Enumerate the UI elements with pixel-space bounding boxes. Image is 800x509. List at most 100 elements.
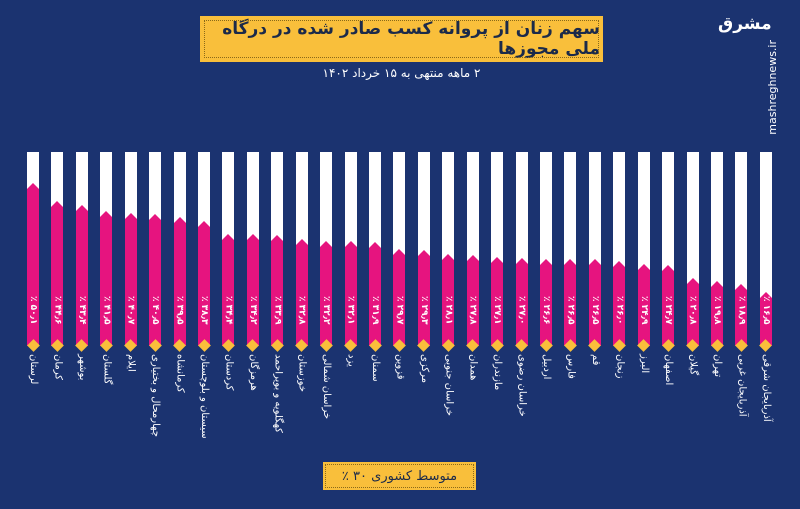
category-label: اصفهان bbox=[663, 354, 675, 386]
category-label: مرکزی bbox=[418, 354, 430, 383]
category-label: لرستان bbox=[28, 354, 39, 385]
bar-value-label: ٪ ۴۰٫۵ bbox=[150, 296, 161, 325]
bar bbox=[100, 216, 113, 346]
bar-tip bbox=[320, 240, 333, 247]
bar bbox=[442, 260, 455, 346]
bar bbox=[491, 263, 504, 346]
bar-value-label: ٪ ۲۴٫۹ bbox=[638, 296, 649, 325]
bar bbox=[246, 240, 259, 346]
bar bbox=[613, 266, 626, 346]
bar-value-label: ٪ ۲۹٫۷ bbox=[394, 296, 405, 325]
bar bbox=[662, 271, 675, 346]
category-label: گلستان bbox=[101, 354, 113, 385]
category-label: ایلام bbox=[125, 354, 137, 372]
bar bbox=[393, 254, 406, 346]
bar bbox=[637, 270, 650, 346]
bar-value-label: ٪ ۴۰٫۷ bbox=[125, 296, 136, 325]
bar-tip bbox=[75, 204, 88, 211]
bar-tip bbox=[711, 280, 724, 287]
bar bbox=[51, 206, 64, 346]
bar bbox=[198, 227, 210, 346]
bar bbox=[344, 247, 357, 346]
bar-tip bbox=[295, 238, 308, 245]
category-label: خراسان جنوبی bbox=[443, 354, 455, 416]
bar-tip bbox=[222, 233, 235, 240]
category-label: اردبیل bbox=[541, 354, 553, 380]
bar bbox=[588, 265, 601, 346]
category-label: بوشهر bbox=[76, 354, 88, 381]
bar-tip bbox=[369, 241, 382, 248]
bar-tip bbox=[662, 265, 675, 272]
bar bbox=[564, 265, 577, 346]
category-label: البرز bbox=[638, 354, 650, 374]
bar-tip bbox=[637, 264, 650, 271]
bar-value-label: ٪ ۳۲٫۸ bbox=[296, 296, 307, 325]
bar-value-label: ٪ ۳۲٫۱ bbox=[345, 296, 356, 325]
category-label: خراسان شمالی bbox=[321, 354, 333, 420]
bar-value-label: ٪ ۳۲٫۲ bbox=[321, 296, 332, 325]
bar bbox=[295, 244, 308, 346]
bar-value-label: ٪ ۲۷٫۰ bbox=[516, 296, 527, 325]
bar-value-label: ٪ ۳۴٫۲ bbox=[247, 296, 258, 325]
category-label: کرمانشاه bbox=[174, 354, 186, 393]
national-average: متوسط کشوری ۳۰ ٪ bbox=[341, 468, 458, 484]
bar-tip bbox=[417, 250, 430, 257]
category-label: زنجان bbox=[614, 354, 626, 379]
category-label: کهگلویه و بویراحمد bbox=[272, 354, 284, 433]
bar-tip bbox=[198, 221, 210, 228]
bar-value-label: ٪ ۲۶٫۶ bbox=[541, 296, 552, 325]
bar-tip bbox=[735, 283, 748, 290]
bar-tip bbox=[442, 254, 455, 261]
bar-tip bbox=[100, 210, 113, 217]
category-label: کردستان bbox=[223, 354, 235, 391]
bar-value-label: ٪ ۲۶٫۰ bbox=[614, 296, 625, 325]
chart-subtitle: ۲ ماهه منتهی به ۱۵ خرداد ۱۴۰۲ bbox=[322, 66, 481, 80]
bar bbox=[222, 239, 235, 346]
bar-value-label: ٪ ۳۳٫۹ bbox=[272, 296, 283, 325]
bar-value-label: ٪ ۳۴٫۴ bbox=[223, 296, 234, 325]
category-label: سمنان bbox=[370, 354, 382, 382]
category-label: خوزستان bbox=[296, 354, 308, 392]
bar-value-label: ٪ ۲۴٫۷ bbox=[663, 296, 674, 325]
bar-tip bbox=[393, 248, 406, 255]
bar-tip bbox=[564, 259, 577, 266]
bar-value-label: ٪ ۲۷٫۱ bbox=[492, 296, 503, 325]
bar bbox=[735, 289, 748, 346]
bar-tip bbox=[491, 257, 504, 264]
category-label: قم bbox=[589, 354, 601, 366]
bar-tip bbox=[173, 217, 186, 224]
bar-value-label: ٪ ۳۸٫۳ bbox=[199, 296, 209, 325]
category-label: فارس bbox=[565, 354, 577, 379]
category-label: همدان bbox=[467, 354, 479, 381]
bar-value-label: ٪ ۲۹٫۳ bbox=[418, 296, 429, 325]
bar-tip bbox=[686, 277, 699, 284]
bar-value-label: ٪ ۴۱٫۵ bbox=[101, 296, 112, 325]
bar bbox=[711, 286, 724, 346]
bar-tip bbox=[27, 183, 39, 189]
bar-value-label: ٪ ۴۴٫۶ bbox=[52, 296, 63, 325]
category-label: کرمان bbox=[52, 354, 64, 381]
category-label: سیستان و بلوچستان bbox=[199, 354, 210, 439]
category-label: چهارمحال و بختیاری bbox=[150, 354, 162, 437]
bar-tip bbox=[466, 255, 479, 262]
bar bbox=[149, 220, 162, 346]
bar-tip bbox=[51, 200, 64, 207]
bar bbox=[320, 246, 333, 346]
bar-value-label: ٪ ۲۶٫۵ bbox=[565, 296, 576, 325]
bar bbox=[686, 283, 699, 346]
category-label: خراسان رضوی bbox=[516, 354, 528, 417]
bar-tip bbox=[124, 213, 137, 220]
bar-value-label: ٪ ۳۹٫۵ bbox=[174, 296, 185, 325]
bar bbox=[417, 256, 430, 346]
bar bbox=[515, 263, 528, 346]
category-label: هرمزگان bbox=[247, 354, 259, 391]
bar bbox=[124, 219, 137, 346]
bar bbox=[173, 223, 186, 346]
average-box: متوسط کشوری ۳۰ ٪ bbox=[323, 462, 476, 490]
chart-title: سهم زنان از پروانه کسب صادر شده در درگاه… bbox=[222, 19, 600, 59]
bar-value-label: ٪ ۲۸٫۱ bbox=[443, 296, 454, 325]
bar bbox=[75, 210, 88, 346]
category-label: آذربایجان غربی bbox=[736, 354, 748, 417]
bar-value-label: ٪ ۱۹٫۸ bbox=[712, 296, 723, 325]
bar-value-label: ٪ ۱۶٫۵ bbox=[760, 296, 771, 325]
